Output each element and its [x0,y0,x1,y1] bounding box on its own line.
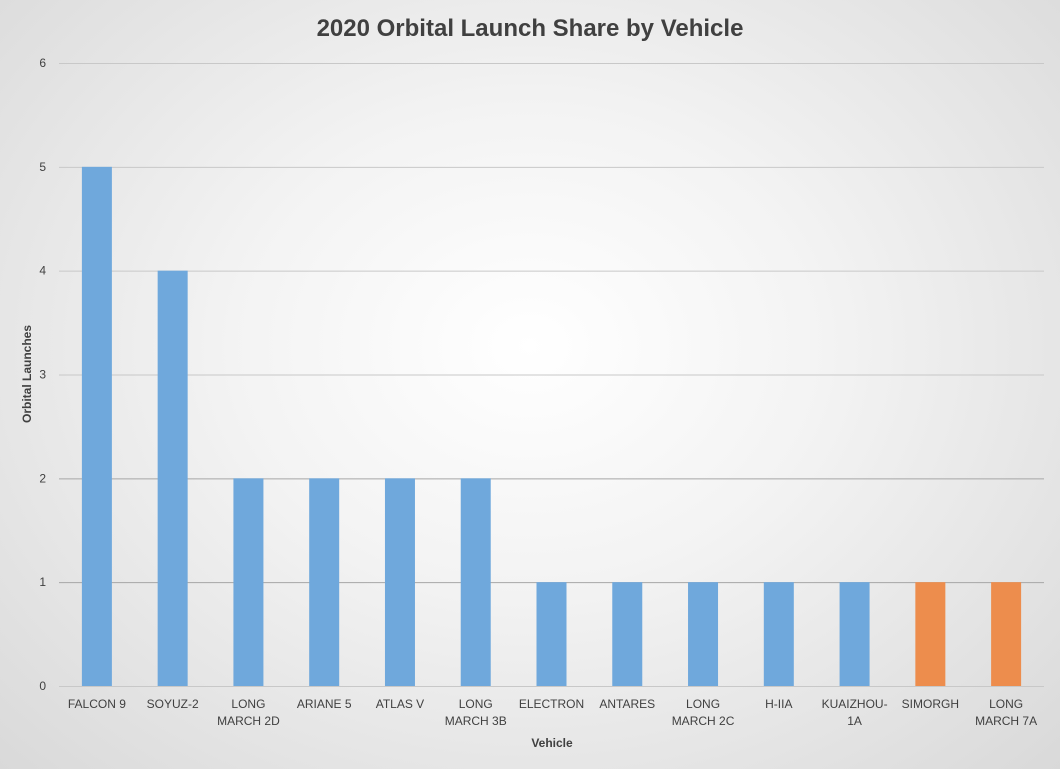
bar-atlas-v [384,478,415,686]
x-tick-label: LONG MARCH 2C [672,697,735,728]
bar-antares [612,582,643,686]
chart-title: 2020 Orbital Launch Share by Vehicle [317,15,744,42]
x-tick-label: H-IIA [765,697,792,711]
bar-ariane-5 [309,478,340,686]
x-axis-title: Vehicle [531,736,573,750]
x-tick-label: LONG MARCH 7A [975,697,1037,728]
x-tick-label: SOYUZ-2 [147,697,199,711]
bar-soyuz-2 [157,270,188,686]
bars [81,166,1022,687]
y-axis-title: Orbital Launches [20,325,34,423]
x-axis-ticks: FALCON 9 SOYUZ-2 LONG MARCH 2D ARIANE 5 ATLAS… [68,697,1037,728]
bar-electron [536,582,567,686]
y-tick-label: 1 [39,575,46,589]
bar-simorgh [915,582,946,686]
y-tick-label: 4 [39,264,46,278]
bar-long-march-2c [688,582,719,686]
y-tick-label: 5 [39,160,46,174]
y-tick-label: 2 [39,471,46,485]
y-axis-ticks: 0 1 2 3 4 5 6 [39,56,46,693]
bar-long-march-2d [233,478,264,686]
x-tick-label: LONG MARCH 3B [445,697,507,728]
x-tick-label: ANTARES [599,697,655,711]
y-tick-label: 3 [39,368,46,382]
bar-kuaizhou-1a [839,582,870,686]
gridlines [59,63,1044,687]
y-tick-label: 0 [39,679,46,693]
bar-falcon-9 [81,166,112,687]
x-tick-label: SIMORGH [902,697,959,711]
bar-h-iia [763,582,794,686]
x-tick-label: ATLAS V [376,697,424,711]
x-tick-label: FALCON 9 [68,697,126,711]
y-tick-label: 6 [39,56,46,70]
bar-long-march-3b [460,478,491,686]
x-tick-label: ELECTRON [519,697,584,711]
x-tick-label: KUAIZHOU-1A [822,697,888,728]
bar-long-march-7a [991,582,1022,686]
x-tick-label: LONG MARCH 2D [217,697,280,728]
x-tick-label: ARIANE 5 [297,697,352,711]
